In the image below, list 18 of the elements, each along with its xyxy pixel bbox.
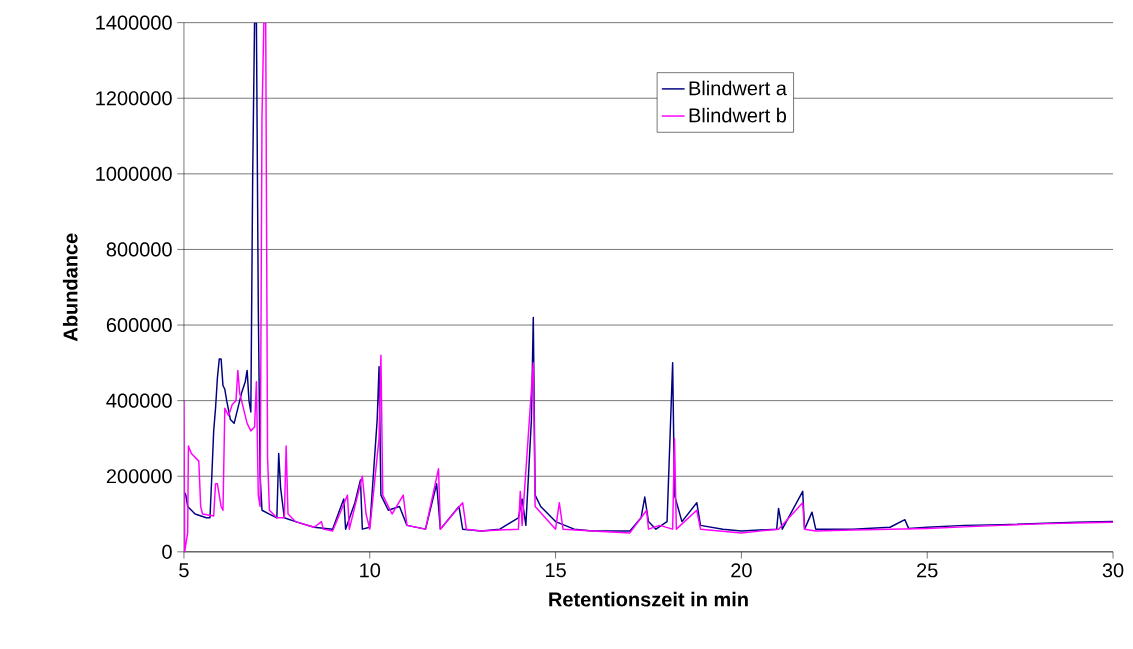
x-tick-label: 20: [731, 563, 752, 578]
x-tick-label: 10: [360, 563, 381, 578]
y-tick-label: 1000000: [96, 166, 172, 181]
y-tick-label: 400000: [106, 393, 172, 408]
y-tick-label: 1400000: [96, 15, 172, 30]
legend-label: Blindwert b: [689, 107, 787, 123]
x-tick-label: 5: [179, 563, 189, 578]
y-tick-label: 0: [162, 544, 172, 559]
x-axis-title: Retentionszeit in min: [549, 591, 748, 607]
y-tick-label: 1200000: [96, 91, 172, 106]
x-tick-label: 15: [545, 563, 566, 578]
y-tick-label: 600000: [106, 317, 172, 333]
y-tick-label: 800000: [106, 242, 172, 257]
y-tick-label: 200000: [106, 469, 172, 484]
legend-label: Blindwert a: [689, 80, 787, 96]
x-tick-label: 30: [1102, 563, 1124, 578]
x-tick-label: 25: [917, 563, 938, 578]
y-axis-title: Abundance: [62, 233, 78, 342]
